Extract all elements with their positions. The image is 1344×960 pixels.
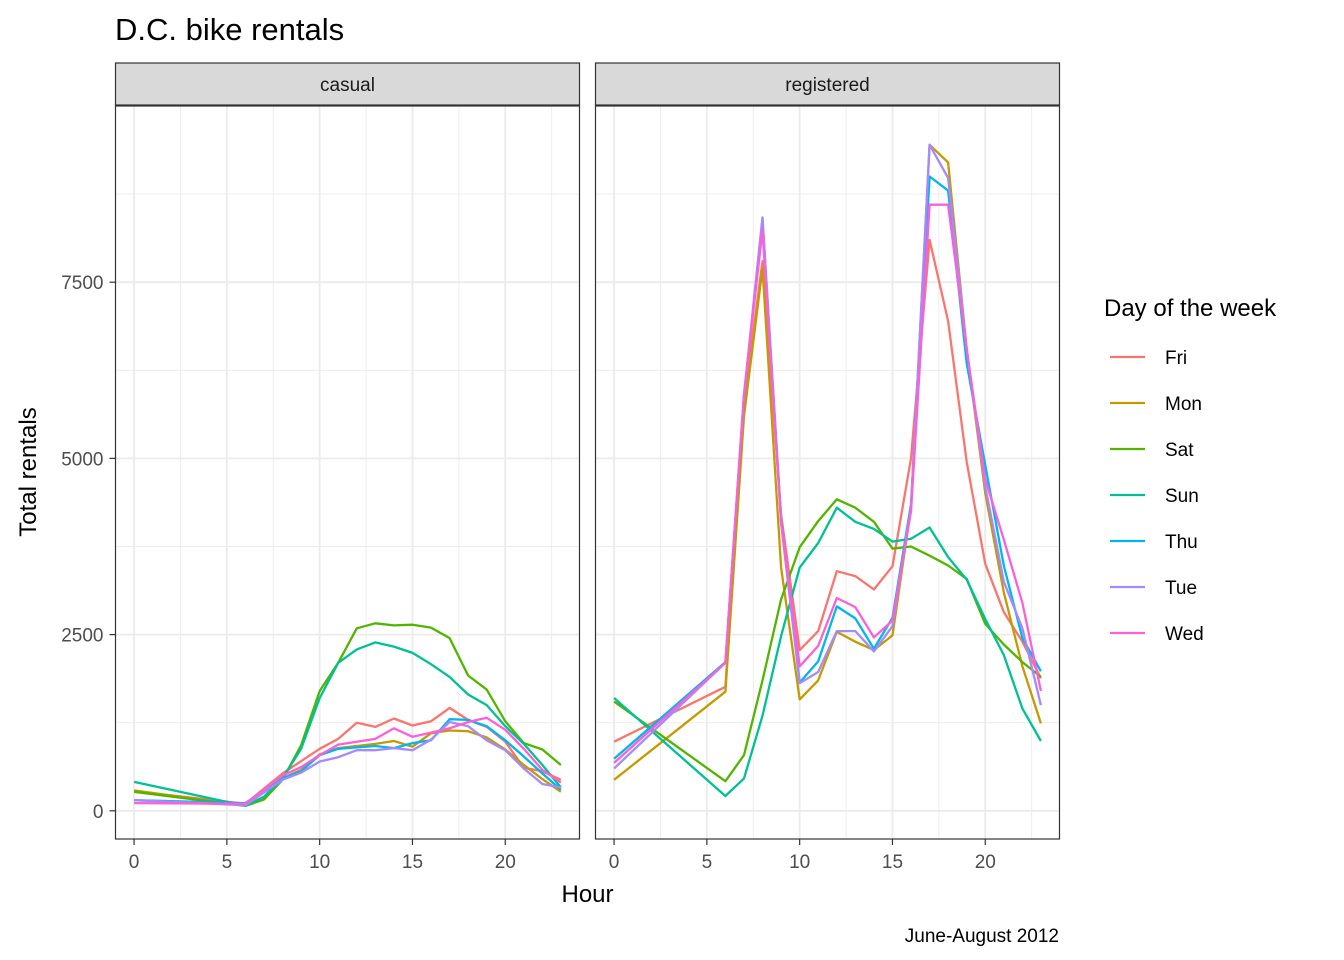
- x-tick-label: 5: [702, 852, 713, 873]
- strip-casual-label: casual: [320, 75, 375, 96]
- series-line-casual-fri: [133, 706, 562, 805]
- panel-casual-x-ticks: 0 5 10 15 20: [129, 839, 516, 873]
- legend-label-tue: Tue: [1165, 578, 1197, 599]
- series-line-registered-sat: [613, 498, 1042, 783]
- strip-registered-label: registered: [785, 75, 870, 96]
- series-line-registered-wed: [613, 203, 1043, 764]
- panel-casual: casual 0 5 10 15 20: [114, 62, 581, 873]
- panel-casual-series: [133, 622, 562, 808]
- y-tick-label: 7500: [61, 273, 103, 294]
- legend-label-thu: Thu: [1165, 532, 1198, 553]
- y-axis-title: Total rentals: [15, 407, 42, 536]
- legend-label-wed: Wed: [1165, 624, 1204, 645]
- legend-label-sat: Sat: [1165, 440, 1194, 461]
- y-tick-label: 5000: [61, 449, 103, 470]
- x-tick-label: 10: [789, 852, 810, 873]
- legend-label-sun: Sun: [1165, 486, 1199, 507]
- series-line-registered-fri: [613, 238, 1042, 743]
- legend-items: Fri Mon Sat Sun Thu Tue Wed: [1110, 348, 1204, 645]
- legend: Day of the week Fri Mon Sat Sun Thu Tue Wed: [1104, 295, 1277, 645]
- panel-background: [595, 106, 1060, 839]
- strip-casual: [114, 62, 581, 106]
- chart-title: D.C. bike rentals: [115, 12, 344, 47]
- x-tick-label: 0: [609, 852, 620, 873]
- x-tick-label: 20: [975, 852, 996, 873]
- panel-casual-border: [114, 105, 581, 840]
- series-line-casual-tue: [134, 720, 562, 807]
- legend-label-mon: Mon: [1165, 394, 1202, 415]
- series-line-casual-thu: [134, 718, 562, 805]
- x-axis-title: Hour: [561, 881, 613, 908]
- y-axis: 0 2500 5000 7500: [61, 273, 116, 823]
- x-tick-label: 20: [495, 852, 516, 873]
- chart-caption: June-August 2012: [905, 926, 1059, 947]
- x-tick-label: 15: [402, 852, 423, 873]
- panel-registered-series: [613, 143, 1043, 798]
- y-tick-label: 2500: [61, 626, 103, 647]
- legend-label-fri: Fri: [1165, 348, 1187, 369]
- series-line-registered-tue: [613, 143, 1043, 770]
- panel-registered-x-ticks: 0 5 10 15 20: [609, 839, 996, 873]
- x-tick-label: 15: [882, 852, 903, 873]
- x-tick-label: 10: [309, 852, 330, 873]
- y-tick-label: 0: [93, 802, 104, 823]
- legend-title: Day of the week: [1104, 295, 1277, 322]
- series-line-casual-wed: [134, 716, 562, 805]
- series-line-registered-sun: [613, 506, 1042, 798]
- strip-registered: [594, 62, 1061, 106]
- x-tick-label: 0: [129, 852, 140, 873]
- x-tick-label: 5: [222, 852, 233, 873]
- panel-registered-grid: [595, 106, 1060, 839]
- panel-registered: registered 0 5 10 15 20: [594, 62, 1061, 873]
- panel-registered-border: [594, 105, 1061, 840]
